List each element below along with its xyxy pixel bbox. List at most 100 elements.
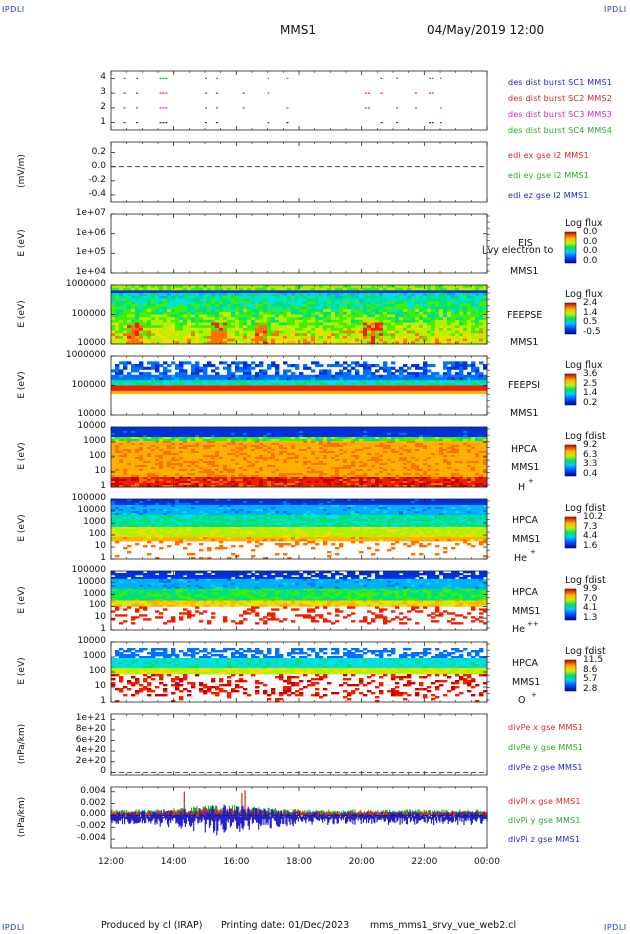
spectrogram-cell	[187, 447, 192, 450]
spectrogram-cell	[179, 330, 184, 334]
spectrogram-cell	[443, 330, 448, 334]
spectrogram-cell	[323, 341, 328, 345]
spectrogram-cell	[215, 485, 220, 488]
spectrogram-cell	[263, 431, 268, 434]
spectrogram-cell	[191, 341, 196, 345]
spectrogram-cell	[443, 380, 448, 384]
spectrogram-cell	[479, 325, 484, 329]
spectrogram-cell	[291, 441, 296, 444]
spectrogram-cell	[391, 338, 396, 342]
spectrogram-cell	[463, 317, 468, 321]
spectrogram-cell	[203, 322, 208, 326]
spectrogram-cell	[483, 330, 488, 334]
spectrogram-cell	[291, 338, 296, 342]
spectrogram-cell	[135, 374, 140, 378]
spectrogram-cell	[295, 380, 300, 384]
spectrogram-cell	[327, 473, 332, 476]
spectrogram-cell	[243, 429, 248, 432]
spectrogram-cell	[167, 319, 172, 323]
spectrogram-cell	[479, 319, 484, 323]
spectrogram-cell	[279, 295, 284, 299]
spectrogram-cell	[411, 322, 416, 326]
spectrogram-cell	[423, 382, 428, 386]
spectrogram-cell	[339, 380, 344, 384]
spectrogram-cell	[287, 433, 292, 436]
spectrogram-cell	[327, 477, 332, 480]
spectrogram-cell	[287, 390, 292, 394]
spectrogram-cell	[275, 309, 280, 313]
spectrogram-cell	[223, 459, 228, 462]
spectrogram-cell	[179, 325, 184, 329]
spectrogram-cell	[151, 309, 156, 313]
spectrogram-cell	[151, 457, 156, 460]
spectrogram-cell	[167, 477, 172, 480]
spectrogram-cell	[231, 477, 236, 480]
spectrogram-cell	[199, 287, 204, 291]
spectrogram-cell	[131, 295, 136, 299]
spectrogram-cell	[435, 338, 440, 342]
spectrogram-cell	[431, 322, 436, 326]
spectrogram-cell	[279, 453, 284, 456]
spectrogram-cell	[255, 481, 260, 484]
spectrogram-cell	[483, 311, 488, 315]
spectrogram-cell	[167, 483, 172, 486]
spectrogram-cell	[283, 455, 288, 458]
spectrogram-cell	[431, 338, 436, 342]
spectrogram-cell	[207, 285, 212, 289]
spectrogram-cell	[263, 338, 268, 342]
spectrogram-cell	[367, 374, 372, 378]
spectrogram-cell	[255, 453, 260, 456]
spectrogram-cell	[235, 333, 240, 337]
spectrogram-cell	[259, 449, 264, 452]
spectrogram-cell	[111, 287, 116, 291]
spectrogram-cell	[195, 361, 200, 365]
spectrogram-cell	[355, 333, 360, 337]
spectrogram-cell	[167, 285, 172, 289]
spectrogram-cell	[323, 330, 328, 334]
spectrogram-cell	[407, 372, 412, 376]
spectrogram-cell	[151, 388, 156, 392]
spectrogram-cell	[331, 293, 336, 297]
spectrogram-cell	[471, 325, 476, 329]
spectrogram-cell	[307, 449, 312, 452]
spectrogram-cell	[307, 285, 312, 289]
spectrogram-cell	[167, 287, 172, 291]
spectrogram-cell	[163, 479, 168, 482]
spectrogram-cell	[399, 333, 404, 337]
spectrogram-cell	[191, 477, 196, 480]
spectrogram-cell	[123, 477, 128, 480]
spectrogram-cell	[307, 287, 312, 291]
spectrogram-cell	[239, 335, 244, 340]
spectrogram-cell	[331, 377, 336, 381]
spectrogram-cell	[135, 290, 140, 294]
spectrogram-cell	[175, 437, 180, 440]
spectrogram-cell	[115, 441, 120, 444]
spectrogram-cell	[119, 427, 124, 430]
spectrogram-cell	[403, 322, 408, 326]
spectrogram-cell	[351, 361, 356, 365]
spectrogram-cell	[483, 295, 488, 299]
spectrogram-cell	[239, 366, 244, 370]
spectrogram-cell	[271, 445, 276, 448]
spectrogram-cell	[115, 303, 120, 307]
spectrogram-cell	[163, 322, 168, 326]
spectrogram-cell	[259, 455, 264, 458]
spectrogram-cell	[147, 298, 152, 302]
spectrogram-cell	[259, 338, 264, 342]
spectrogram-cell	[439, 380, 444, 384]
spectrogram-cell	[191, 447, 196, 450]
spectrogram-cell	[259, 463, 264, 466]
spectrogram-cell	[387, 338, 392, 342]
spectrogram-cell	[271, 341, 276, 345]
spectrogram-cell	[323, 443, 328, 446]
spectrogram-cell	[311, 465, 316, 468]
spectrogram-cell	[239, 481, 244, 484]
spectrogram-cell	[155, 327, 160, 331]
spectrogram-cell	[243, 459, 248, 462]
spectrogram-cell	[135, 431, 140, 434]
spectrogram-cell	[151, 382, 156, 386]
spectrogram-cell	[183, 483, 188, 486]
spectrogram-cell	[143, 471, 148, 474]
spectrogram-cell	[475, 380, 480, 384]
spectrogram-cell	[223, 451, 228, 454]
